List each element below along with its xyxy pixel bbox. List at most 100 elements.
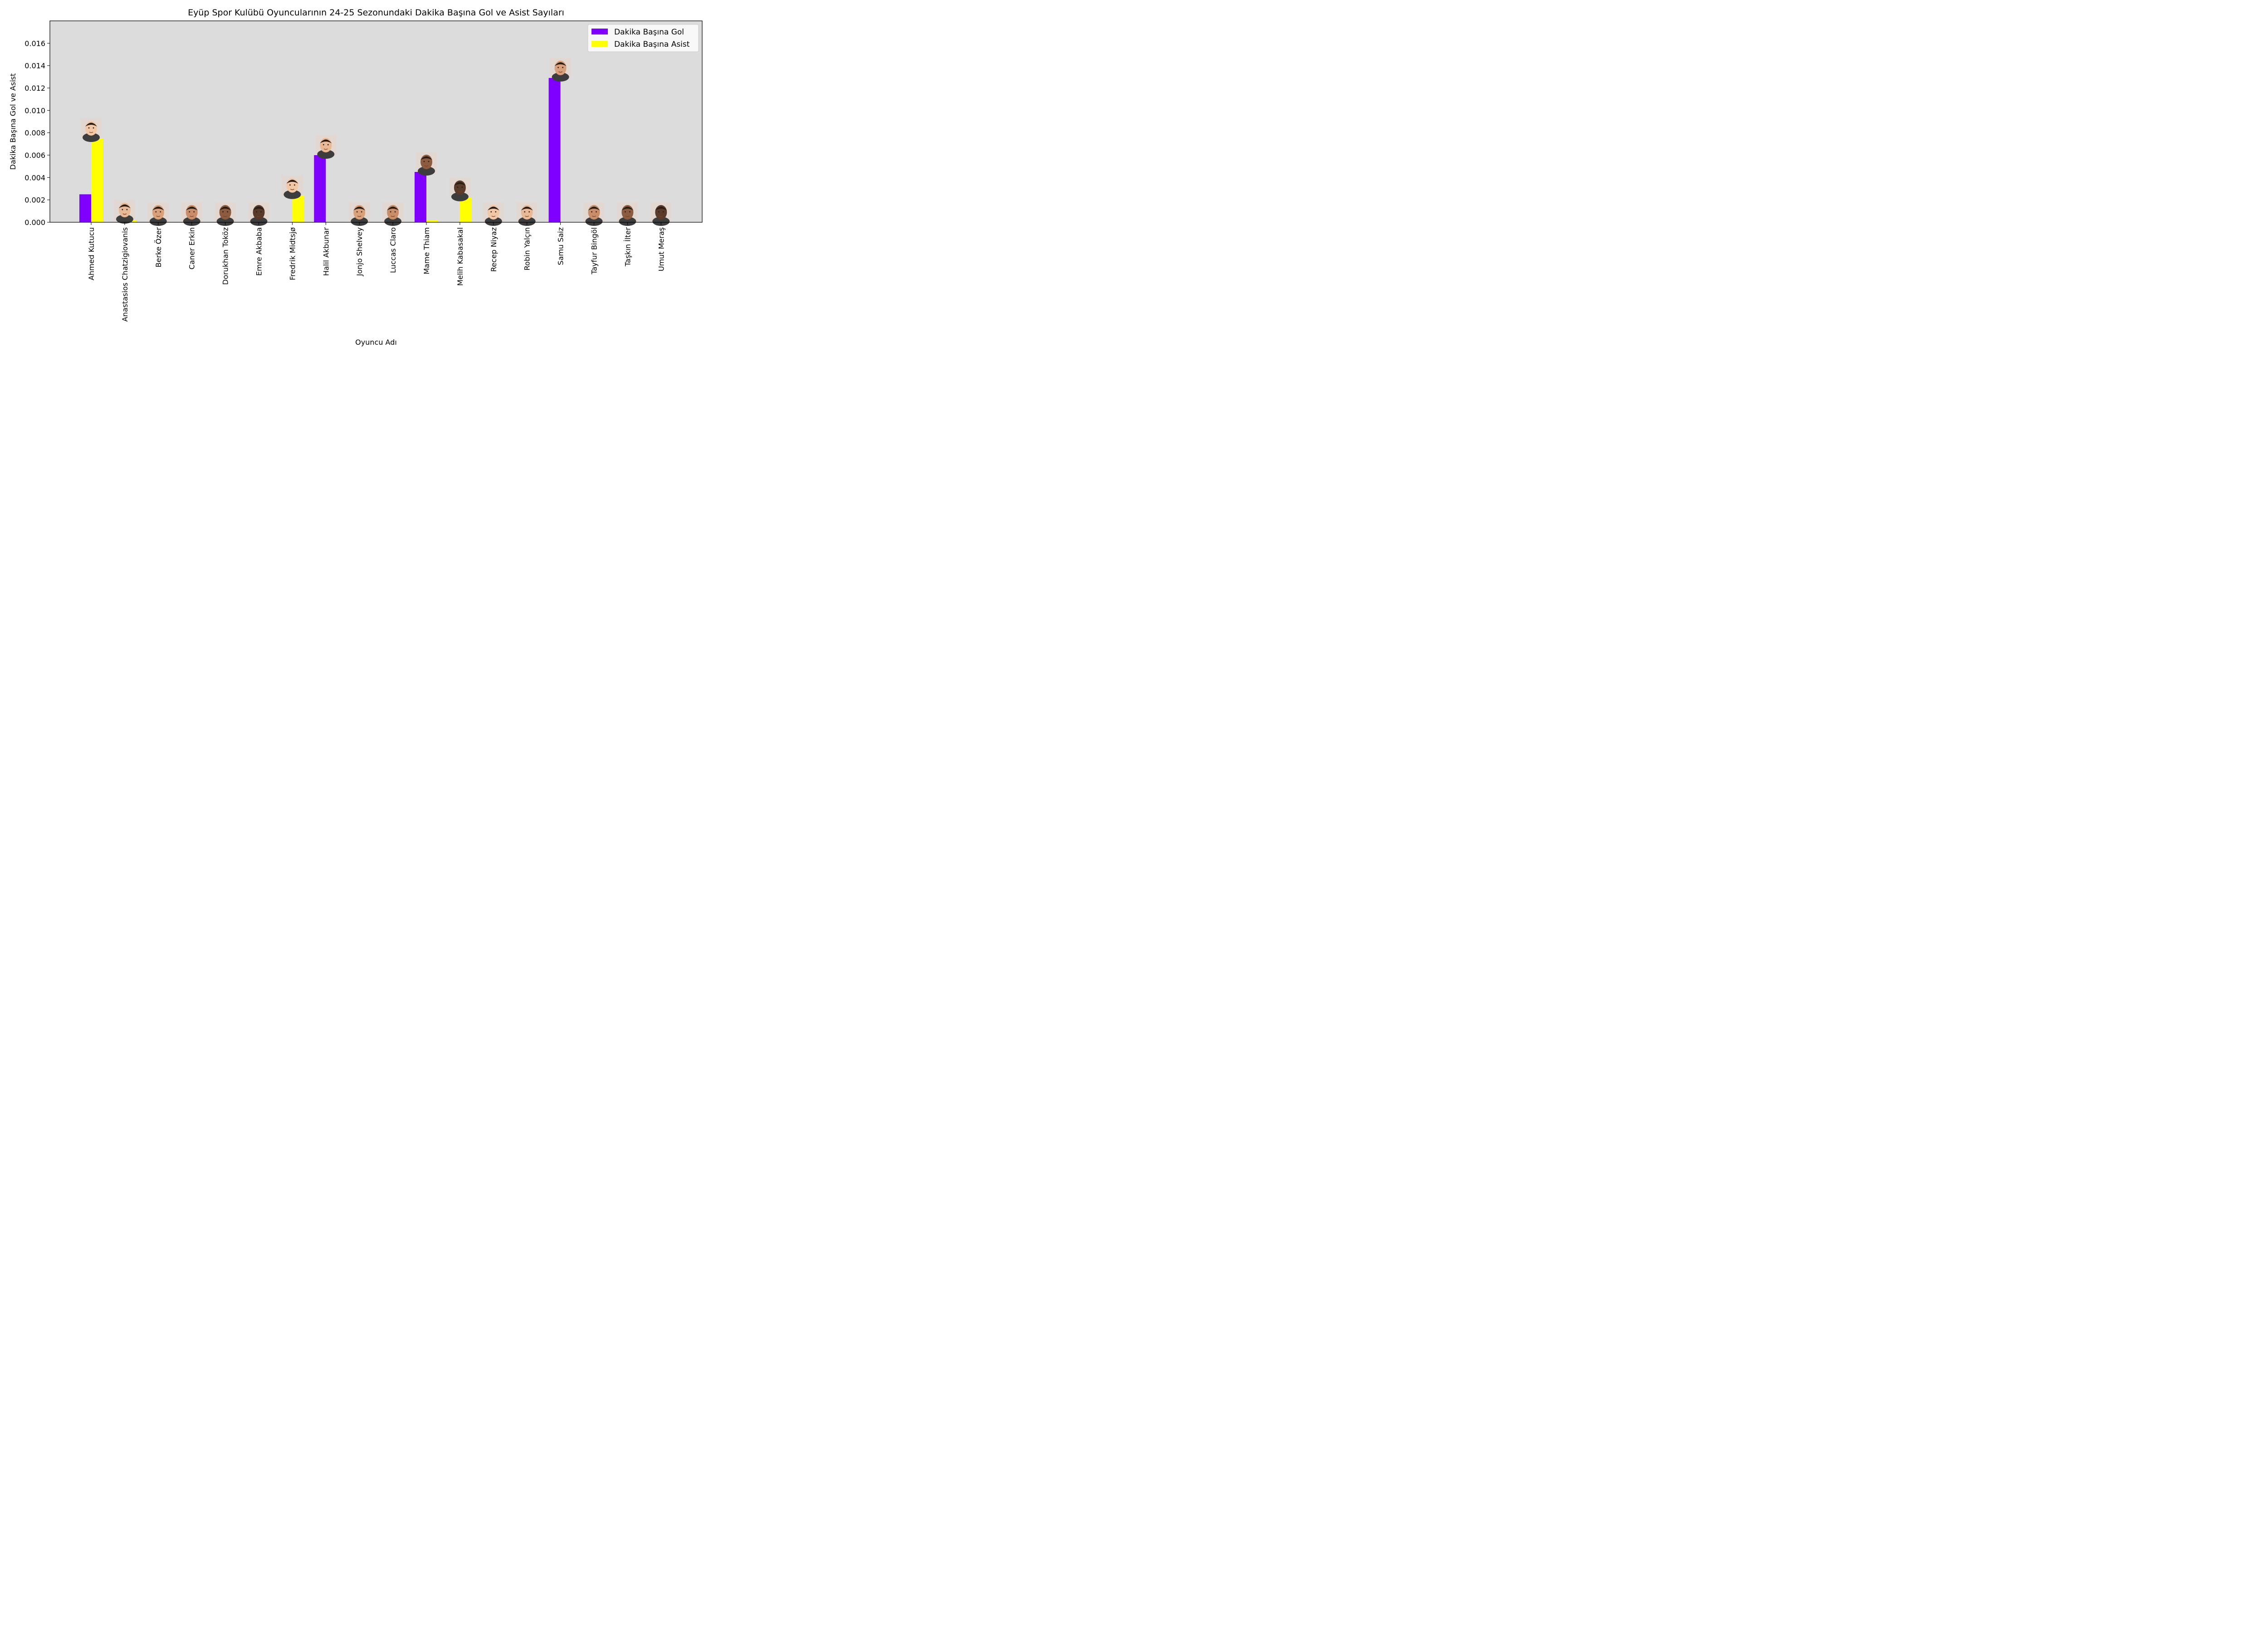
photo-eye	[256, 211, 257, 213]
photo-eye	[260, 211, 262, 213]
photo-eye	[629, 211, 631, 213]
player-photo	[349, 202, 370, 226]
bar-goals	[548, 78, 561, 223]
photo-mouth	[592, 215, 596, 217]
photo-eye	[457, 186, 459, 188]
photo-mouth	[156, 215, 161, 217]
photo-eye	[662, 211, 664, 213]
photo-eye	[356, 211, 358, 213]
photo-hair	[253, 206, 265, 210]
photo-mouth	[391, 215, 395, 217]
photo-hair	[655, 206, 667, 210]
photo-shoulders	[216, 217, 234, 226]
photo-hair	[387, 206, 399, 210]
photo-mouth	[626, 215, 630, 217]
photo-hair	[353, 206, 366, 210]
player-photo	[483, 202, 504, 226]
x-axis-label: Oyuncu Adı	[355, 338, 397, 347]
photo-shoulders	[317, 150, 335, 159]
photo-eye	[528, 211, 530, 213]
y-tick-label: 0.016	[24, 39, 45, 48]
photo-eye	[323, 144, 324, 146]
photo-shoulders	[484, 217, 502, 226]
photo-mouth	[491, 215, 496, 217]
x-tick-label: Jonjo Shelvey	[355, 227, 364, 276]
photo-shoulders	[116, 215, 133, 224]
player-photo	[449, 177, 470, 201]
photo-shoulders	[652, 217, 670, 226]
photo-shoulders	[284, 190, 301, 199]
x-tick-label: Taşkın İlter	[623, 227, 632, 267]
photo-hair	[219, 206, 231, 210]
x-tick-label: Umut Meraş	[657, 227, 665, 271]
bar-assists	[426, 220, 438, 222]
player-photo	[617, 202, 638, 226]
photo-hair	[118, 204, 131, 209]
photo-eye	[524, 211, 526, 213]
x-tick-label: Robin Yalçın	[523, 227, 532, 270]
photo-hair	[621, 206, 634, 210]
photo-eye	[222, 211, 224, 213]
player-photo	[382, 202, 404, 226]
photo-mouth	[659, 215, 663, 217]
x-tick-label: Luccas Claro	[389, 227, 397, 273]
photo-eye	[126, 209, 128, 210]
photo-mouth	[357, 215, 362, 217]
photo-shoulders	[518, 217, 536, 226]
photo-eye	[289, 184, 291, 186]
photo-shoulders	[418, 166, 435, 176]
photo-hair	[554, 62, 567, 66]
y-tick-label: 0.000	[24, 218, 45, 227]
photo-mouth	[223, 215, 227, 217]
y-tick-label: 0.014	[24, 62, 45, 70]
bar-goals	[415, 172, 426, 222]
photo-eye	[625, 211, 626, 213]
y-tick-label: 0.006	[24, 151, 45, 160]
photo-eye	[227, 211, 228, 213]
x-tick-label: Caner Erkin	[188, 227, 196, 269]
photo-hair	[152, 206, 164, 210]
y-tick-label: 0.002	[24, 196, 45, 205]
photo-mouth	[458, 191, 462, 192]
photo-eye	[428, 161, 430, 162]
photo-eye	[658, 211, 660, 213]
legend-box	[587, 24, 699, 52]
player-photo	[114, 200, 135, 224]
bar-assists	[91, 138, 103, 222]
x-tick-label: Emre Akbaba	[255, 227, 264, 276]
photo-eye	[461, 186, 463, 188]
photo-eye	[189, 211, 191, 213]
photo-eye	[591, 211, 592, 213]
player-photo	[315, 135, 337, 159]
x-tick-label: Anastasios Chatzigiovanis	[121, 227, 129, 322]
photo-eye	[562, 67, 563, 68]
photo-shoulders	[384, 217, 402, 226]
photo-eye	[394, 211, 396, 213]
photo-hair	[286, 180, 298, 184]
x-tick-label: Berke Özer	[154, 227, 163, 268]
photo-shoulders	[552, 72, 569, 82]
bar-goals	[314, 155, 326, 222]
photo-mouth	[323, 148, 328, 150]
x-tick-label: Fredrik Midtsjø	[288, 227, 297, 280]
photo-eye	[93, 127, 94, 129]
photo-eye	[122, 209, 123, 210]
y-tick-label: 0.012	[24, 84, 45, 93]
photo-mouth	[122, 213, 127, 215]
player-photo	[215, 202, 236, 226]
legend: Dakika Başına Gol Dakika Başına Asist	[587, 24, 699, 52]
photo-hair	[487, 206, 499, 210]
legend-swatch-assists	[591, 41, 608, 47]
bar-assists	[459, 197, 472, 222]
photo-mouth	[525, 215, 529, 217]
photo-shoulders	[351, 217, 368, 226]
photo-hair	[85, 122, 97, 127]
player-photo	[147, 202, 169, 226]
player-photo	[181, 202, 202, 226]
plot-frame	[49, 20, 703, 223]
photo-hair	[454, 182, 466, 186]
photo-hair	[320, 139, 332, 143]
photo-hair	[588, 206, 600, 210]
photo-eye	[596, 211, 597, 213]
photo-eye	[155, 211, 157, 213]
